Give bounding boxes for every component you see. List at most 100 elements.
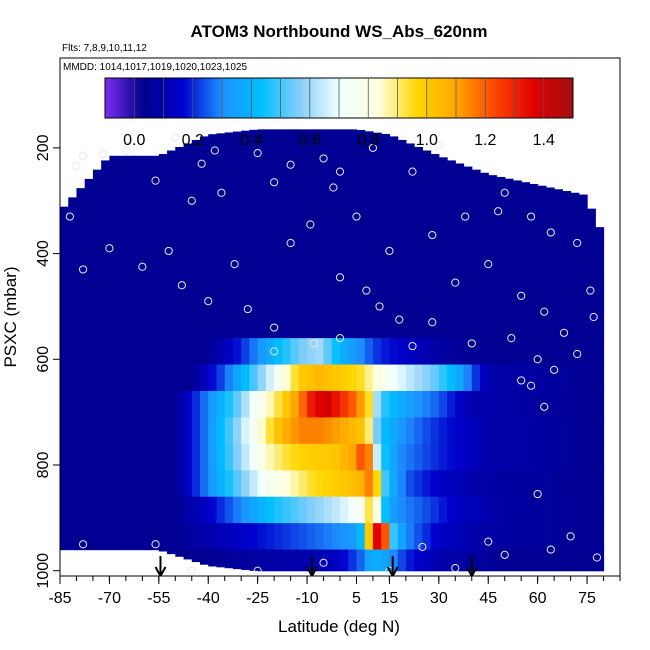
heatmap-cell: [405, 523, 415, 551]
sample-circle-marker: [517, 376, 526, 385]
heatmap-cell: [562, 338, 572, 366]
heatmap-cell: [414, 443, 423, 471]
heatmap-cell: [150, 523, 160, 551]
heatmap-cell: [578, 338, 588, 366]
heatmap-cell: [496, 443, 506, 471]
heatmap-cell: [438, 157, 448, 339]
heatmap-cell: [578, 443, 588, 471]
heatmap-cell: [480, 523, 489, 551]
heatmap-cell: [134, 417, 143, 445]
heatmap-cell: [340, 549, 349, 572]
heatmap-cell: [397, 470, 407, 498]
heatmap-cell: [200, 391, 209, 419]
heatmap-cell: [595, 417, 605, 445]
heatmap-cell: [562, 496, 572, 524]
heatmap-cell: [480, 496, 489, 524]
sample-circle-marker: [484, 260, 493, 269]
heatmap-cell: [537, 443, 547, 471]
heatmap-cell: [84, 470, 94, 498]
heatmap-cell: [364, 549, 374, 572]
heatmap-cell: [512, 391, 522, 419]
sample-circle-marker: [408, 167, 417, 176]
heatmap-cell: [587, 364, 596, 392]
sample-circle-marker: [385, 246, 394, 256]
heatmap-cell: [175, 496, 185, 524]
heatmap-cell: [356, 549, 366, 572]
heatmap-cell: [422, 417, 432, 445]
heatmap-cell: [463, 166, 473, 339]
heatmap-cell: [158, 443, 168, 471]
heatmap-cell: [521, 417, 531, 445]
heatmap-cell: [331, 549, 341, 572]
heatmap-cell: [200, 496, 209, 524]
heatmap-cell: [265, 496, 275, 524]
heatmap-cell: [142, 443, 152, 471]
heatmap-cell: [356, 496, 366, 524]
heatmap-cell: [307, 523, 316, 551]
heatmap-cell: [356, 470, 366, 498]
heatmap-cell: [438, 391, 448, 419]
heatmap-cell: [521, 496, 531, 524]
heatmap-cell: [455, 443, 465, 471]
heatmap-cell: [183, 338, 193, 366]
heatmap-cell: [356, 417, 366, 445]
heatmap-cell: [471, 549, 481, 572]
heatmap-cell: [529, 417, 539, 445]
heatmap-cell: [331, 496, 341, 524]
heatmap-cell: [109, 443, 119, 471]
heatmap-cell: [578, 549, 588, 572]
heatmap-cell: [537, 185, 547, 339]
heatmap-cell: [348, 443, 358, 471]
x-axis-label: Latitude (deg N): [278, 617, 400, 636]
heatmap-cell: [134, 364, 143, 392]
heatmap-cell: [397, 417, 407, 445]
heatmap-cell: [372, 364, 382, 392]
heatmap-cell: [356, 443, 366, 471]
heatmap-cell: [372, 470, 382, 498]
heatmap-cell: [372, 417, 382, 445]
heatmap-cell: [381, 443, 391, 471]
heatmap-cell: [348, 417, 358, 445]
heatmap-cell: [68, 391, 78, 419]
heatmap-cell: [125, 417, 135, 445]
heatmap-cell: [537, 470, 547, 498]
sample-circle-marker: [270, 323, 279, 332]
heatmap-cell: [134, 391, 143, 419]
heatmap-cell: [175, 470, 185, 498]
heatmap-cell: [92, 443, 102, 471]
heatmap-cell: [488, 175, 498, 339]
heatmap-cell: [389, 443, 399, 471]
x-tick-label: -85: [48, 590, 71, 607]
heatmap-cell: [570, 549, 580, 572]
heatmap-cell: [257, 364, 267, 392]
heatmap-cell: [348, 470, 358, 498]
x-tick-label: 60: [529, 590, 547, 607]
heatmap-cell: [142, 391, 152, 419]
heatmap-cell: [158, 391, 168, 419]
heatmap-cell: [595, 443, 605, 471]
sample-circle-marker: [204, 297, 213, 306]
heatmap-cell: [414, 146, 423, 339]
heatmap-cell: [562, 417, 572, 445]
heatmap-cell: [414, 391, 423, 419]
heatmap-cell: [587, 417, 596, 445]
heatmap-cell: [356, 523, 366, 551]
heatmap-cell: [340, 523, 349, 551]
heatmap-cell: [290, 549, 300, 572]
x-tick-label: 30: [430, 590, 448, 607]
heatmap-cell: [471, 443, 481, 471]
heatmap-cell: [529, 364, 539, 392]
heatmap-cell: [290, 496, 300, 524]
heatmap-cell: [142, 155, 152, 339]
heatmap-cell: [397, 549, 407, 572]
heatmap-cell: [241, 364, 251, 392]
heatmap-cell: [282, 523, 292, 551]
heatmap-cell: [117, 364, 127, 392]
heatmap-cell: [241, 391, 251, 419]
sample-circle-marker: [335, 334, 345, 343]
heatmap-cell: [405, 470, 415, 498]
heatmap-cell: [480, 338, 489, 366]
sample-circle-marker: [428, 230, 437, 240]
heatmap-cell: [340, 470, 349, 498]
heatmap-cell: [232, 131, 242, 339]
